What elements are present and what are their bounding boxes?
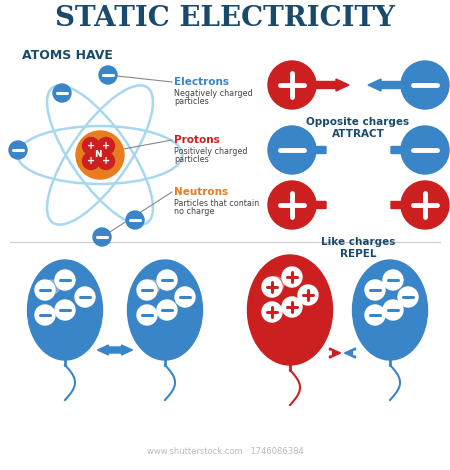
Circle shape <box>35 305 55 325</box>
Circle shape <box>401 181 449 229</box>
Text: +: + <box>87 141 95 151</box>
Circle shape <box>76 131 124 179</box>
Circle shape <box>157 270 177 290</box>
Circle shape <box>99 66 117 84</box>
Text: Positively charged: Positively charged <box>174 147 248 156</box>
Text: STATIC ELECTRICITY: STATIC ELECTRICITY <box>55 5 395 31</box>
Circle shape <box>137 305 157 325</box>
Text: no charge: no charge <box>174 207 214 216</box>
Ellipse shape <box>368 280 385 294</box>
FancyArrow shape <box>296 199 326 211</box>
Ellipse shape <box>352 260 428 360</box>
Text: particles: particles <box>174 97 209 106</box>
Circle shape <box>268 126 316 174</box>
Circle shape <box>98 138 114 155</box>
Circle shape <box>55 300 75 320</box>
Text: www.shutterstock.com · 1746086384: www.shutterstock.com · 1746086384 <box>147 447 303 456</box>
FancyArrow shape <box>329 348 341 358</box>
Circle shape <box>401 126 449 174</box>
Ellipse shape <box>266 276 284 292</box>
Text: Electrons: Electrons <box>174 77 229 87</box>
Circle shape <box>93 228 111 246</box>
Circle shape <box>268 181 316 229</box>
Circle shape <box>126 211 144 229</box>
Circle shape <box>53 84 71 102</box>
FancyArrow shape <box>391 144 421 156</box>
Circle shape <box>365 280 385 300</box>
Circle shape <box>282 297 302 317</box>
FancyArrow shape <box>345 348 356 358</box>
Text: +: + <box>102 141 110 151</box>
Text: Like charges
REPEL: Like charges REPEL <box>321 237 395 258</box>
FancyArrow shape <box>296 144 326 156</box>
Text: Opposite charges
ATTRACT: Opposite charges ATTRACT <box>306 117 410 139</box>
FancyArrow shape <box>316 79 349 91</box>
Circle shape <box>268 61 316 109</box>
Circle shape <box>9 141 27 159</box>
Text: ATOMS HAVE: ATOMS HAVE <box>22 48 113 62</box>
Ellipse shape <box>248 255 333 365</box>
Text: +: + <box>87 156 95 166</box>
Circle shape <box>383 270 403 290</box>
Ellipse shape <box>143 280 160 294</box>
FancyArrow shape <box>115 345 132 355</box>
Circle shape <box>262 277 282 297</box>
Circle shape <box>383 300 403 320</box>
Circle shape <box>298 285 318 305</box>
Circle shape <box>35 280 55 300</box>
Circle shape <box>82 138 99 155</box>
Circle shape <box>75 287 95 307</box>
Text: Negatively charged: Negatively charged <box>174 89 252 98</box>
FancyArrow shape <box>391 199 421 211</box>
Circle shape <box>82 152 99 170</box>
Circle shape <box>55 270 75 290</box>
Text: Neutrons: Neutrons <box>174 187 228 197</box>
Circle shape <box>262 302 282 322</box>
Circle shape <box>365 305 385 325</box>
Text: Protons: Protons <box>174 135 220 145</box>
Ellipse shape <box>43 280 60 294</box>
Circle shape <box>137 280 157 300</box>
Circle shape <box>175 287 195 307</box>
Circle shape <box>282 267 302 287</box>
Ellipse shape <box>127 260 202 360</box>
FancyArrow shape <box>368 79 401 91</box>
Text: Particles that contain: Particles that contain <box>174 199 259 208</box>
Text: N: N <box>94 149 102 158</box>
Circle shape <box>398 287 418 307</box>
Text: +: + <box>102 156 110 166</box>
FancyArrow shape <box>98 345 115 355</box>
Text: particles: particles <box>174 155 209 164</box>
Circle shape <box>401 61 449 109</box>
Circle shape <box>157 300 177 320</box>
Ellipse shape <box>27 260 103 360</box>
Circle shape <box>98 152 114 170</box>
